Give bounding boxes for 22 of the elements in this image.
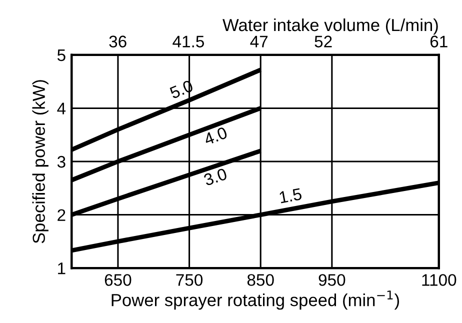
x-tick-label: 1100 — [422, 274, 456, 286]
y-tick-label: 4 — [57, 102, 66, 114]
y-tick-label: 3 — [57, 156, 66, 168]
x-tick-label: 850 — [247, 274, 274, 286]
x-tick-label: 750 — [176, 274, 203, 286]
x2-tick-label: 41.5 — [172, 36, 204, 48]
x-axis-title: Power sprayer rotating speed (min$^{−1}$) — [112, 290, 399, 310]
x2-tick-label: 36 — [109, 36, 126, 48]
y-tick-label: 1 — [58, 262, 66, 274]
text: 4.0 — [203, 126, 228, 146]
x-tick-label: 950 — [318, 274, 346, 286]
y-tick-label: 5 — [57, 49, 66, 62]
x2-axis-title: Water intake volume (L/min) — [222, 18, 438, 35]
x-tick-label: 650 — [104, 274, 132, 286]
y-axis-title: Specified power (kW) — [32, 80, 48, 244]
x2-tick-label: 61 — [430, 36, 448, 48]
x2-tick-label: 47 — [250, 36, 268, 48]
text: 3.0 — [203, 168, 228, 186]
y-tick-label: 2 — [58, 209, 66, 221]
text: 5.0 — [169, 80, 194, 100]
text: 1.5 — [279, 188, 302, 204]
x2-tick-label: 52 — [314, 36, 332, 48]
